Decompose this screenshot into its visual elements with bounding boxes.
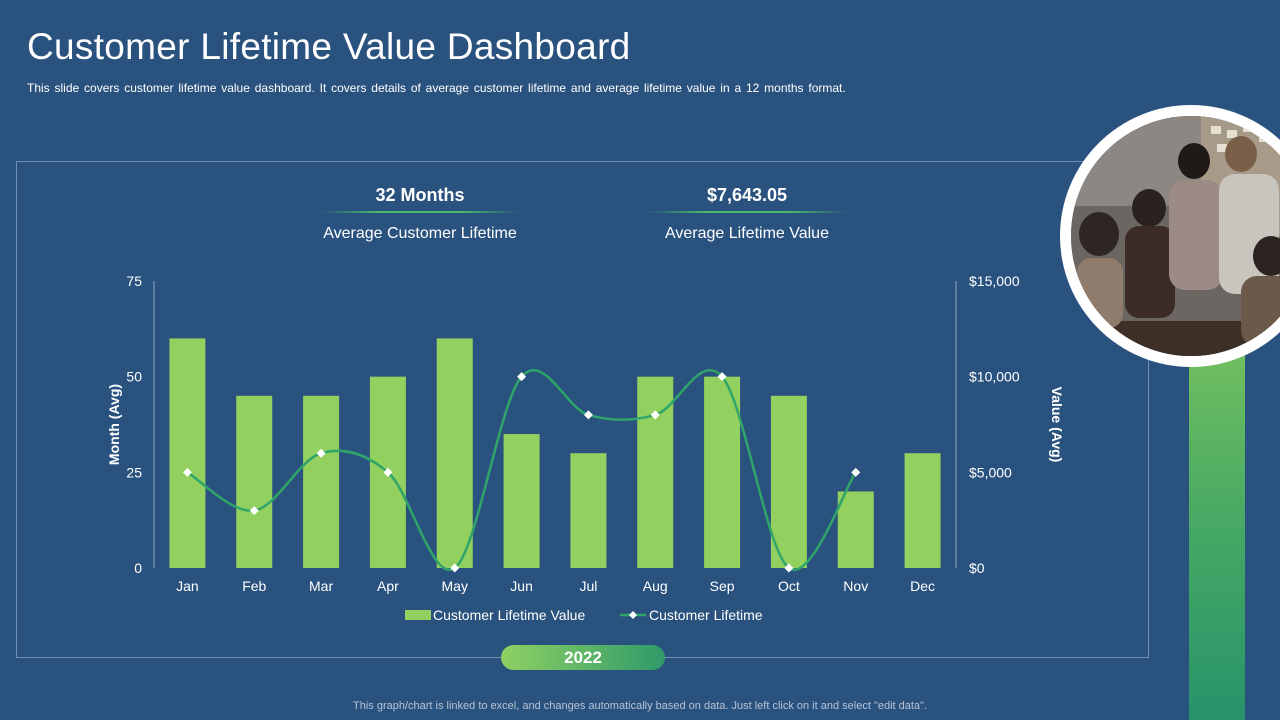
kpi-lifetime-label: Average Customer Lifetime xyxy=(323,225,517,242)
bar-may xyxy=(436,338,473,568)
bar-nov xyxy=(837,491,874,568)
x-tick-label: Apr xyxy=(377,578,399,594)
footnote: This graph/chart is linked to excel, and… xyxy=(352,700,928,712)
bar-jan xyxy=(169,338,206,568)
line-marker xyxy=(851,467,861,477)
bar-sep xyxy=(704,376,741,568)
right-tick-label: $0 xyxy=(969,560,985,576)
x-tick-label: Oct xyxy=(778,578,800,594)
legend-line-label: Customer Lifetime xyxy=(649,607,763,623)
x-tick-label: Jun xyxy=(510,578,533,594)
bar-dec xyxy=(904,453,941,568)
left-tick-label: 0 xyxy=(134,560,142,576)
kpi-value-underline xyxy=(647,211,847,213)
legend-bar-swatch xyxy=(405,610,431,620)
x-tick-label: Feb xyxy=(242,578,266,594)
legend-bar-label: Customer Lifetime Value xyxy=(433,607,585,623)
right-tick-label: $5,000 xyxy=(969,464,1012,480)
right-tick-label: $10,000 xyxy=(969,369,1020,385)
bar-jul xyxy=(570,453,607,568)
page-title: Customer Lifetime Value Dashboard xyxy=(27,26,631,67)
line-marker xyxy=(717,372,727,382)
line-marker xyxy=(316,448,326,458)
x-tick-label: Nov xyxy=(843,578,868,594)
x-tick-label: May xyxy=(442,578,468,594)
kpi-value-label: Average Lifetime Value xyxy=(665,225,829,242)
decorative-green-bar xyxy=(1189,300,1245,720)
line-marker xyxy=(249,506,259,516)
x-tick-label: Aug xyxy=(643,578,668,594)
line-marker xyxy=(182,467,192,477)
x-tick-label: Mar xyxy=(309,578,333,594)
x-tick-label: Dec xyxy=(910,578,935,594)
left-axis-title: Month (Avg) xyxy=(106,384,122,465)
right-tick-label: $15,000 xyxy=(969,273,1020,289)
line-marker xyxy=(383,467,393,477)
bar-feb xyxy=(236,395,273,568)
line-marker xyxy=(650,410,660,420)
kpi-value-value: $7,643.05 xyxy=(706,185,788,205)
kpi-lifetime-underline xyxy=(320,211,520,213)
year-badge: 2022 xyxy=(501,645,665,670)
left-tick-label: 50 xyxy=(126,369,142,385)
kpi-lifetime-value: 32 Months xyxy=(375,185,465,205)
line-marker xyxy=(583,410,593,420)
x-tick-label: Jul xyxy=(579,578,597,594)
bar-jun xyxy=(503,434,540,568)
x-tick-label: Sep xyxy=(710,578,735,594)
x-tick-label: Jan xyxy=(176,578,199,594)
left-tick-label: 75 xyxy=(126,273,142,289)
bar-oct xyxy=(770,395,807,568)
line-marker xyxy=(450,563,460,573)
page-subtitle: This slide covers customer lifetime valu… xyxy=(27,81,846,95)
bar-mar xyxy=(303,395,340,568)
left-tick-label: 25 xyxy=(126,464,142,480)
line-marker xyxy=(784,563,794,573)
right-axis-title: Value (Avg) xyxy=(1049,387,1065,463)
legend-line-marker xyxy=(629,611,637,619)
line-marker xyxy=(517,372,527,382)
